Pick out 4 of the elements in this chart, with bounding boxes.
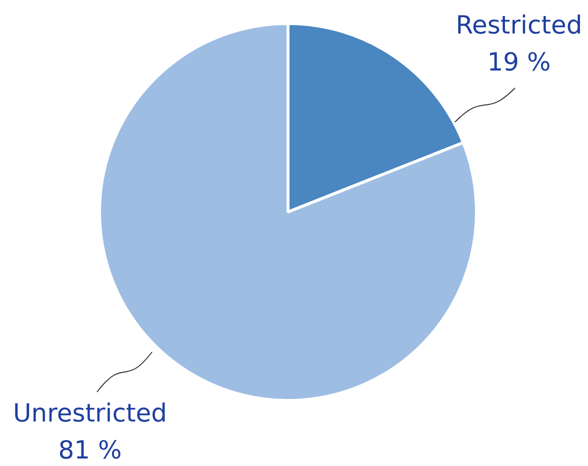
data-label: 81 % xyxy=(58,436,122,464)
data-label: 19 % xyxy=(487,48,551,76)
slice-label: Restricted xyxy=(456,10,582,40)
slice-label: Unrestricted xyxy=(12,398,168,428)
